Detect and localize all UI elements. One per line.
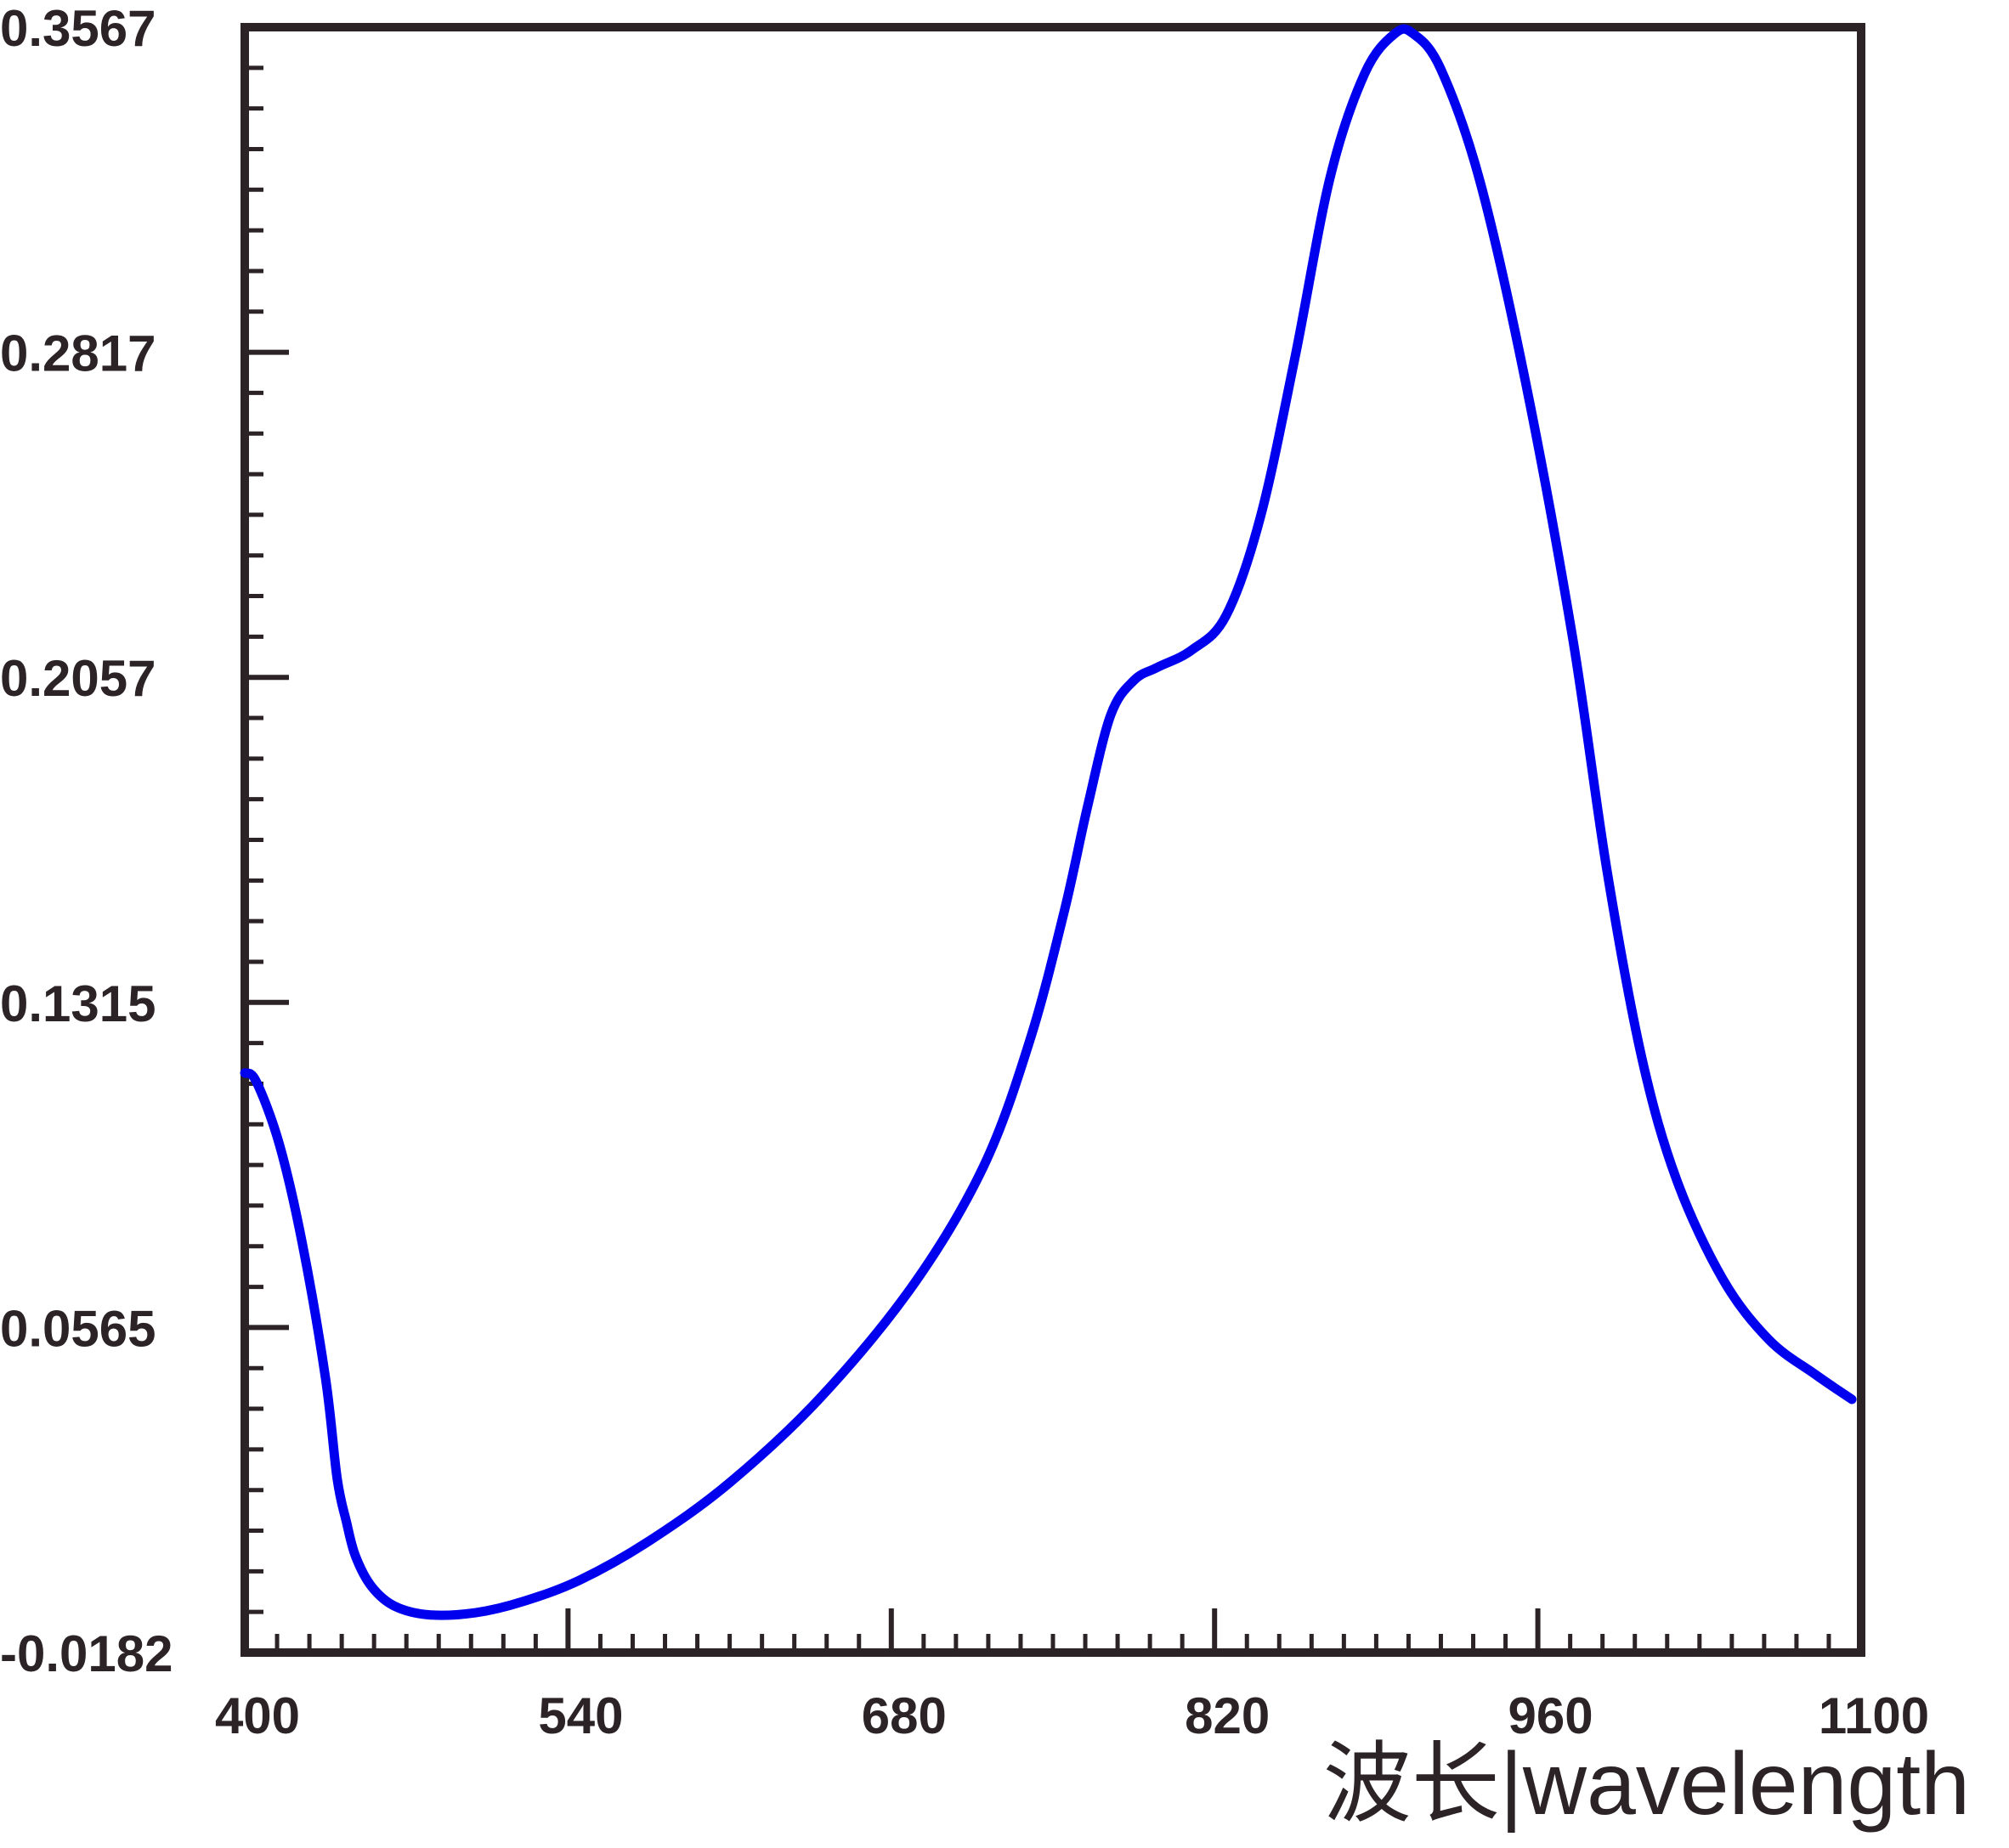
x-tick-label: 540 [538, 1687, 623, 1744]
y-tick-label: 0.2817 [0, 325, 156, 382]
x-axis-tick-labels: 400 540 680 820 960 1100 [215, 1687, 1929, 1744]
x-tick-label: 820 [1185, 1687, 1270, 1744]
series-line [240, 24, 1857, 1620]
y-axis-tick-labels: 0.3567 0.2817 0.2057 0.1315 0.0565 -0.0182 [0, 0, 173, 1682]
y-tick-label: 0.0565 [0, 1300, 156, 1357]
x-tick-label: 400 [215, 1687, 300, 1744]
x-tick-label: 1100 [1819, 1687, 1929, 1744]
x-axis-label: 波长|wavelength [1323, 1735, 1970, 1834]
x-tick-label: 960 [1508, 1687, 1593, 1744]
x-axis-ticks [242, 1608, 1864, 1653]
y-tick-label: 0.1315 [0, 975, 156, 1032]
y-tick-label: 0.2057 [0, 650, 156, 707]
y-axis-ticks [245, 25, 289, 1655]
y-tick-label: -0.0182 [0, 1625, 173, 1682]
y-tick-label: 0.3567 [0, 0, 156, 57]
x-tick-label: 680 [862, 1687, 947, 1744]
plot-frame [241, 23, 1865, 1657]
